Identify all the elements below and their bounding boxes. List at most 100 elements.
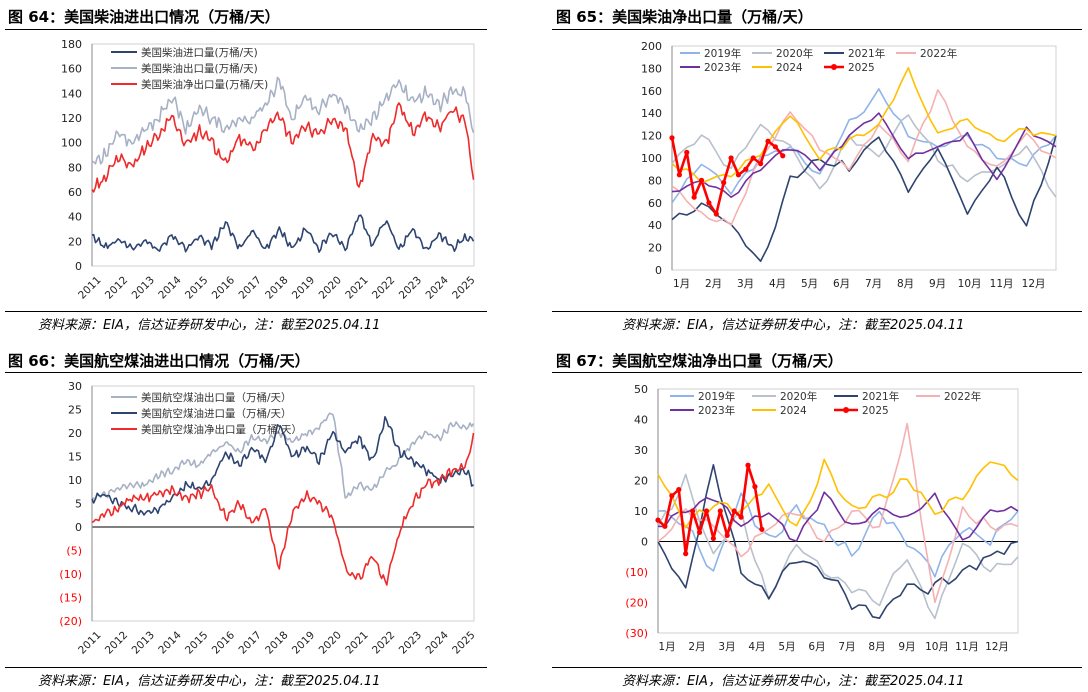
figure-66-title: 图 66：美国航空煤油进出口情况（万桶/天） [8, 352, 310, 370]
legend-label: 2020年 [780, 390, 817, 403]
x-tick-label: 6月 [808, 641, 825, 653]
series-point-2025 [684, 149, 690, 155]
y-tick-label: 40 [68, 211, 82, 224]
series-point-2025 [765, 138, 771, 144]
x-tick-label: 2011 [76, 274, 103, 301]
y-tick-label: (10) [625, 566, 648, 579]
figure-64-title: 图 64：美国柴油进出口情况（万桶/天） [8, 8, 280, 26]
y-tick-label: 20 [68, 235, 82, 248]
legend: 美国航空煤油出口量（万桶/天） 美国航空煤油进口量（万桶/天） 美国航空煤油净出口量… [111, 391, 302, 436]
series-line-2020年 [657, 473, 1019, 620]
series-point-2025 [738, 514, 744, 520]
y-tick-label: 50 [634, 383, 648, 396]
series-line-2019年 [657, 492, 1019, 578]
figure-66-source: 资料来源：EIA，信达证券研发中心，注：截至2025.04.11 [38, 674, 381, 689]
y-tick-label: 100 [641, 152, 662, 165]
y-tick-label: 180 [641, 62, 662, 75]
x-tick-label: 2018 [263, 629, 290, 656]
x-tick-label: 9月 [929, 278, 946, 290]
series-point-2025 [703, 508, 710, 514]
y-tick-label: 160 [61, 63, 82, 76]
series-point-2025 [713, 211, 719, 217]
figure-64-source: 资料来源：EIA，信达证券研发中心，注：截至2025.04.11 [38, 318, 381, 333]
series-point-2025 [706, 200, 712, 206]
legend-label: 2024 [780, 405, 807, 417]
y-tick-label: 0 [75, 521, 82, 534]
series-point-2025 [745, 462, 751, 468]
series-point-2025 [717, 508, 723, 514]
y-tick-label: 60 [68, 186, 82, 199]
figure-67-title-rule [552, 372, 1082, 373]
series-point-2025 [724, 532, 730, 538]
legend: 2019年 2020年 2021年 2022年 2023年 2024 2025 [680, 47, 957, 74]
y-tick-label: 140 [641, 107, 662, 120]
x-tick-label: 3月 [718, 641, 735, 653]
legend-marker [831, 64, 837, 70]
legend-label: 美国柴油净出口量(万桶/天) [141, 78, 268, 91]
x-tick-label: 2025 [450, 274, 477, 301]
y-tick-label: 180 [61, 38, 82, 51]
x-tick-label: 2025 [450, 629, 477, 656]
plot-area [91, 385, 475, 622]
x-tick-label: 2020 [317, 629, 344, 656]
x-tick-label: 8月 [897, 278, 914, 290]
x-tick-label: 6月 [833, 278, 850, 290]
x-tick-label: 3月 [737, 278, 754, 290]
figure-67-source-rule [552, 667, 1082, 668]
legend: 2019年 2020年 2021年 2022年 2023年 2024 2025 [670, 390, 981, 417]
y-tick-label: 120 [641, 130, 662, 143]
x-tick-label: 2013 [130, 629, 157, 656]
y-tick-label: 60 [648, 197, 662, 210]
y-tick-label: (30) [625, 627, 648, 640]
legend-label: 2025 [862, 405, 889, 417]
series-point-2025 [690, 508, 696, 514]
figure-64-chart: 0 20 40 60 80 100 120 140 160 180 2011 2012 2013 2014… [61, 38, 478, 302]
x-tick-label: 2016 [210, 274, 238, 302]
x-tick-label: 11月 [990, 278, 1014, 290]
series-point-2025 [669, 493, 675, 499]
series-point-2025 [710, 535, 716, 542]
x-tick-label: 2011 [76, 629, 103, 656]
x-tick-label: 10月 [958, 278, 982, 290]
legend-label: 2022年 [944, 390, 981, 403]
figure-64-source-rule [5, 311, 487, 312]
y-tick-label: 0 [655, 264, 662, 277]
series-point-2025 [731, 508, 737, 514]
series-line-2025 [670, 137, 784, 216]
y-tick-label: 160 [641, 85, 662, 98]
series-point-2025 [691, 194, 697, 200]
x-tick-label: 4月 [748, 641, 765, 653]
x-tick-label: 1月 [658, 641, 675, 653]
figure-66-source-rule [5, 667, 487, 668]
legend-label: 2021年 [862, 390, 899, 403]
series-point-2025 [698, 177, 705, 183]
series-line-2022年 [657, 422, 1019, 604]
x-tick-label: 8月 [868, 641, 885, 653]
x-tick-label: 10月 [925, 641, 949, 653]
series-point-2025 [735, 172, 742, 178]
x-tick-label: 2023 [397, 629, 424, 656]
series-point-2025 [676, 487, 682, 493]
x-tick-label: 2015 [183, 629, 210, 656]
y-tick-label: 80 [648, 174, 662, 187]
series-point-2025 [721, 180, 727, 186]
figure-65-chart: 0 20 40 60 80 100 120 140 160 180 200 1月 2月 3月 4月 5月 6月 7… [641, 40, 1057, 290]
x-tick-label: 2013 [130, 274, 157, 301]
series-point-2025 [752, 484, 758, 490]
series-line-2019年 [671, 88, 1057, 204]
y-tick-label: 100 [61, 137, 82, 150]
legend-marker [843, 407, 849, 413]
series-line-美国柴油进口量(万桶/天) [91, 214, 475, 253]
legend-label: 2019年 [698, 390, 735, 403]
legend-label: 2021年 [848, 47, 885, 60]
figure-64-title-rule [5, 29, 487, 30]
series-point-2025 [696, 529, 703, 535]
x-tick-label: 2017 [236, 629, 263, 656]
series-point-2025 [780, 153, 786, 159]
y-tick-label: 25 [68, 404, 82, 417]
series-point-2025 [662, 523, 668, 529]
series-point-2025 [683, 551, 689, 557]
series-line-美国航空煤油净出口量（万桶/天） [91, 432, 475, 586]
figure-67-source: 资料来源：EIA，信达证券研发中心，注：截至2025.04.11 [622, 674, 965, 689]
y-tick-label: 30 [634, 444, 648, 457]
